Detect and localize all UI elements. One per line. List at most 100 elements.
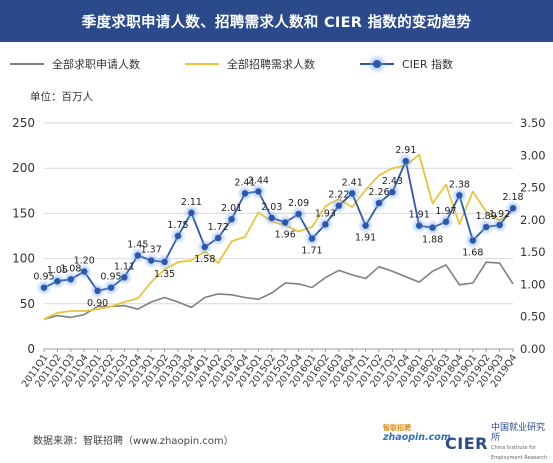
cier-data-label: 1.75 [167, 220, 188, 231]
cier-data-label: 2.44 [248, 175, 269, 186]
cier-data-label: 2.22 [328, 190, 349, 201]
cier-marker [456, 192, 463, 199]
cier-marker [496, 221, 503, 229]
cier-logo-name-en: China Institute for Employment Research [490, 445, 548, 461]
left-tick-label: 200 [12, 161, 35, 175]
cier-data-label: 2.11 [181, 197, 202, 208]
right-tick-label: 1.50 [520, 245, 546, 259]
cier-data-label: 1.45 [127, 239, 148, 250]
legend-swatch-applicants [10, 63, 44, 65]
cier-data-labels: 0.951.051.081.200.900.951.111.451.371.35… [33, 145, 523, 309]
cier-data-label: 1.72 [208, 222, 229, 233]
chart-title: 季度求职申请人数、招聘需求人数和 CIER 指数的变动趋势 [0, 0, 553, 42]
cier-data-label: 2.18 [502, 192, 523, 203]
left-axis-ticks: 0 50 100 150 200 250 [12, 116, 35, 356]
cier-marker [308, 235, 316, 242]
legend: 全部求职申请人数 全部招聘需求人数 CIER 指数 [10, 56, 543, 76]
cier-data-label: 2.41 [234, 177, 255, 188]
zhaopin-logo-cn: 智联招聘 [383, 424, 411, 432]
cier-logo-name-cn: 中国就业研究所 [490, 423, 545, 443]
cier-marker [349, 190, 356, 197]
cier-marker [255, 188, 262, 195]
cier-data-label: 1.97 [435, 206, 456, 217]
cier-data-label: 1.92 [489, 209, 510, 220]
legend-label-cier: CIER 指数 [402, 58, 454, 71]
cier-logo-name: 中国就业研究所 China Institute for Employment R… [491, 423, 553, 463]
cier-data-label: 2.43 [382, 176, 403, 187]
right-tick-label: 1.00 [520, 277, 546, 291]
cier-marker [54, 278, 61, 285]
cier-data-label: 1.96 [275, 229, 296, 240]
legend-label-applicants: 全部求职申请人数 [52, 58, 140, 71]
cier-data-label: 1.93 [315, 208, 336, 219]
cier-data-label: 1.08 [60, 263, 81, 274]
cier-marker [442, 218, 450, 225]
cier-marker [81, 268, 88, 275]
cier-marker [416, 222, 423, 229]
unit-label: 单位：百万人 [30, 91, 93, 103]
cier-marker [429, 224, 436, 231]
legend-item-demand: 全部招聘需求人数 [185, 56, 315, 72]
cier-data-label: 1.89 [476, 211, 497, 222]
cier-logo: CIER 中国就业研究所 China Institute for Employm… [445, 423, 553, 463]
left-tick-label: 100 [12, 252, 35, 266]
line-chart: 0 50 100 150 200 250 0.00 0.50 1.00 1.50 2.00 2.50… [12, 116, 546, 390]
cier-marker [322, 221, 329, 228]
cier-data-label: 1.11 [114, 261, 135, 272]
right-tick-label: 3.00 [520, 148, 546, 162]
cier-marker [94, 287, 101, 295]
cier-marker [483, 223, 490, 231]
right-tick-label: 3.50 [520, 116, 546, 130]
left-tick-label: 0 [27, 342, 35, 356]
cier-marker [134, 252, 141, 259]
cier-data-label: 2.91 [395, 145, 416, 156]
cier-marker [241, 190, 249, 197]
cier-logo-mark: CIER [445, 433, 488, 453]
legend-item-cier: CIER 指数 [360, 56, 453, 72]
cier-marker [228, 216, 235, 223]
right-tick-label: 0.50 [520, 310, 546, 324]
cier-marker [201, 243, 208, 251]
right-tick-label: 2.50 [520, 181, 546, 195]
source-note: 数据来源：智联招聘（www.zhaopin.com） [33, 436, 234, 447]
zhaopin-logo-text: zhaopin.com [383, 432, 451, 443]
cier-data-label: 2.09 [288, 198, 309, 209]
cier-data-label: 1.37 [141, 245, 162, 256]
cier-marker [215, 234, 222, 242]
cier-data-label: 1.35 [154, 269, 175, 280]
cier-data-label: 1.20 [74, 256, 95, 267]
x-axis: 2011Q12011Q22011Q32011Q42012Q12012Q22012… [20, 349, 519, 390]
cier-marker [107, 284, 115, 291]
cier-data-label: 2.03 [261, 202, 282, 213]
cier-markers [36, 153, 521, 299]
cier-marker [335, 202, 342, 209]
right-tick-label: 2.00 [520, 213, 546, 227]
left-tick-label: 250 [12, 116, 35, 130]
cier-data-label: 2.01 [221, 203, 242, 214]
cier-marker [375, 199, 383, 207]
cier-marker [282, 219, 289, 226]
cier-data-label: 0.95 [33, 272, 54, 283]
series-line-applicants [43, 261, 514, 320]
cier-marker [389, 188, 396, 196]
cier-data-label: 1.91 [409, 210, 430, 221]
cier-marker [362, 222, 369, 229]
cier-data-label: 1.05 [47, 265, 68, 276]
cier-data-label: 1.91 [355, 233, 376, 244]
cier-marker [40, 284, 48, 291]
cier-marker [268, 214, 275, 222]
cier-data-label: 1.88 [422, 235, 443, 246]
cier-marker [469, 237, 476, 244]
cier-marker [148, 257, 155, 264]
cier-data-label: 1.68 [462, 248, 483, 259]
cier-data-label: 0.95 [100, 272, 121, 283]
right-tick-label: 0.00 [520, 342, 546, 356]
cier-marker [295, 210, 302, 218]
cier-data-label: 1.71 [301, 246, 322, 257]
legend-item-applicants: 全部求职申请人数 [10, 56, 140, 72]
right-axis-ticks: 0.00 0.50 1.00 1.50 2.00 2.50 3.00 3.50 [520, 116, 546, 356]
cier-marker [161, 258, 168, 266]
zhaopin-logo: 智联招聘 zhaopin.com [383, 423, 451, 443]
legend-swatch-cier [360, 56, 394, 72]
